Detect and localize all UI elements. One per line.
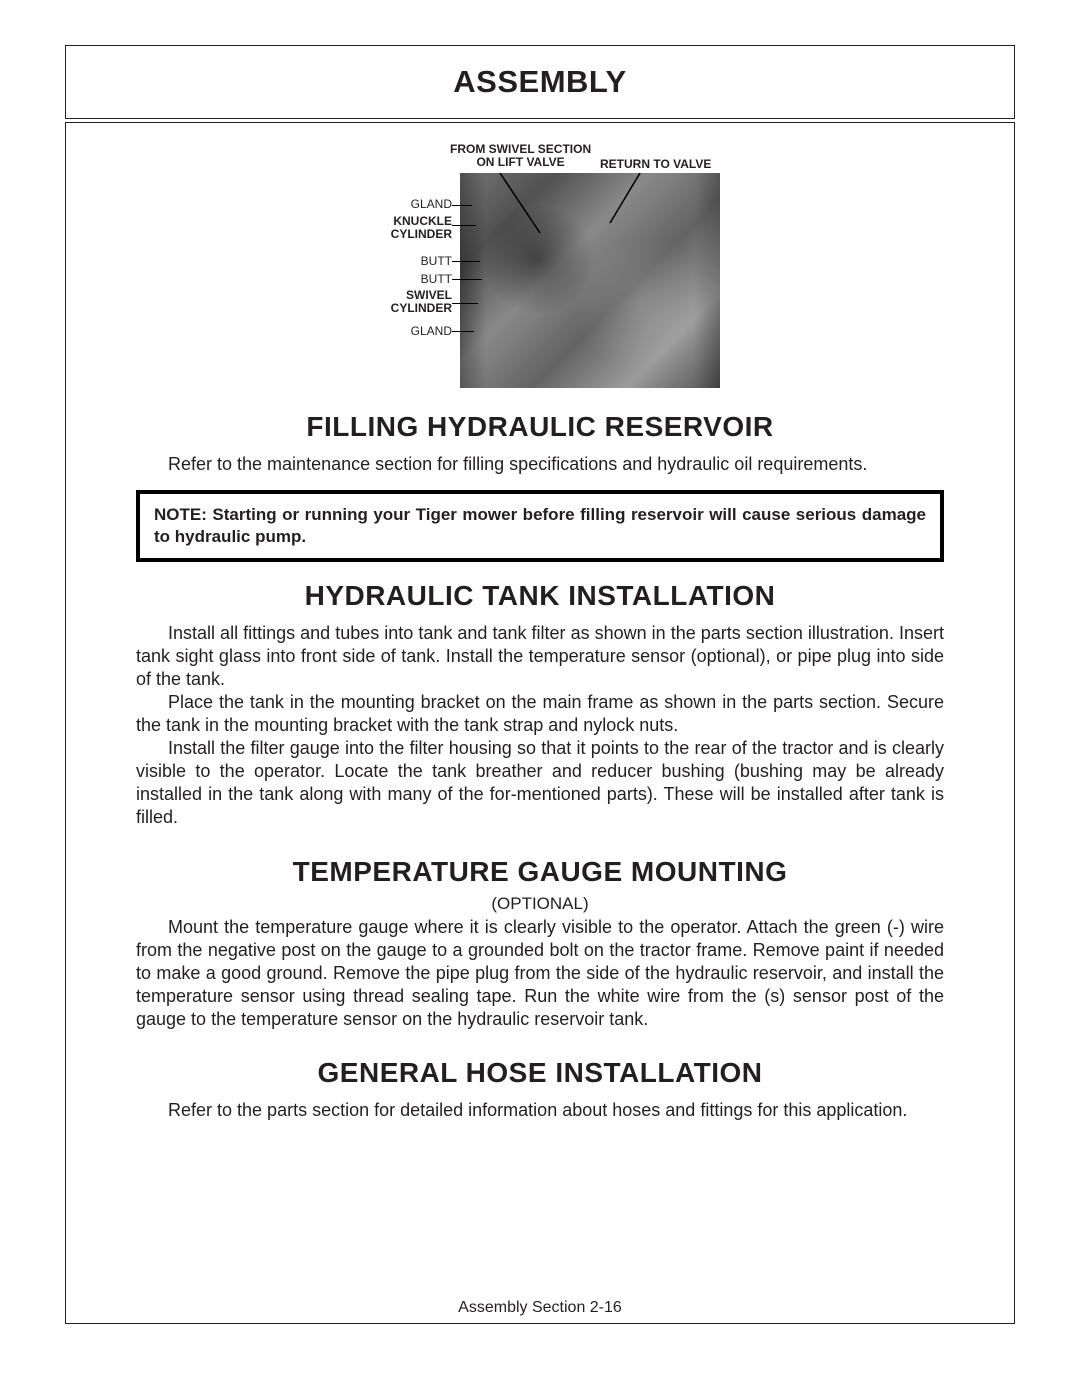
paragraph: Refer to the maintenance section for fil… xyxy=(136,453,944,476)
page-title: ASSEMBLY xyxy=(66,64,1014,100)
diagram-label-swivel-section: FROM SWIVEL SECTION ON LIFT VALVE xyxy=(450,143,591,169)
heading-filling-reservoir: FILLING HYDRAULIC RESERVOIR xyxy=(136,411,944,443)
content-frame: FROM SWIVEL SECTION ON LIFT VALVE RETURN… xyxy=(65,122,1015,1324)
paragraph: Mount the temperature gauge where it is … xyxy=(136,916,944,1031)
leader-line xyxy=(452,261,480,262)
heading-tank-installation: HYDRAULIC TANK INSTALLATION xyxy=(136,580,944,612)
header-frame: ASSEMBLY xyxy=(65,45,1015,119)
diagram-label-gland-1: GLAND xyxy=(380,198,452,211)
diagram-label-butt-1: BUTT xyxy=(390,255,452,268)
paragraph: Place the tank in the mounting bracket o… xyxy=(136,691,944,737)
leader-line xyxy=(452,205,472,206)
paragraph: Refer to the parts section for detailed … xyxy=(136,1099,944,1122)
diagram-leader-lines xyxy=(460,173,720,388)
heading-temperature-gauge: TEMPERATURE GAUGE MOUNTING xyxy=(136,856,944,888)
hydraulic-diagram: FROM SWIVEL SECTION ON LIFT VALVE RETURN… xyxy=(360,143,720,393)
leader-line xyxy=(452,279,482,280)
warning-note-box: NOTE: Starting or running your Tiger mow… xyxy=(136,490,944,562)
paragraph: Install all fittings and tubes into tank… xyxy=(136,622,944,691)
paragraph: Install the filter gauge into the filter… xyxy=(136,737,944,829)
page-footer: Assembly Section 2-16 xyxy=(66,1299,1014,1317)
diagram-label-swivel-cylinder: SWIVEL CYLINDER xyxy=(360,289,452,314)
optional-label: (OPTIONAL) xyxy=(136,894,944,914)
heading-hose-installation: GENERAL HOSE INSTALLATION xyxy=(136,1057,944,1089)
diagram-label-return-valve: RETURN TO VALVE xyxy=(600,157,711,171)
diagram-photo xyxy=(460,173,720,388)
diagram-label-butt-2: BUTT xyxy=(390,273,452,286)
diagram-label-gland-2: GLAND xyxy=(380,325,452,338)
leader-line xyxy=(452,225,476,226)
leader-line xyxy=(452,331,474,332)
diagram-label-knuckle-cylinder: KNUCKLE CYLINDER xyxy=(360,215,452,240)
leader-line xyxy=(452,303,478,304)
